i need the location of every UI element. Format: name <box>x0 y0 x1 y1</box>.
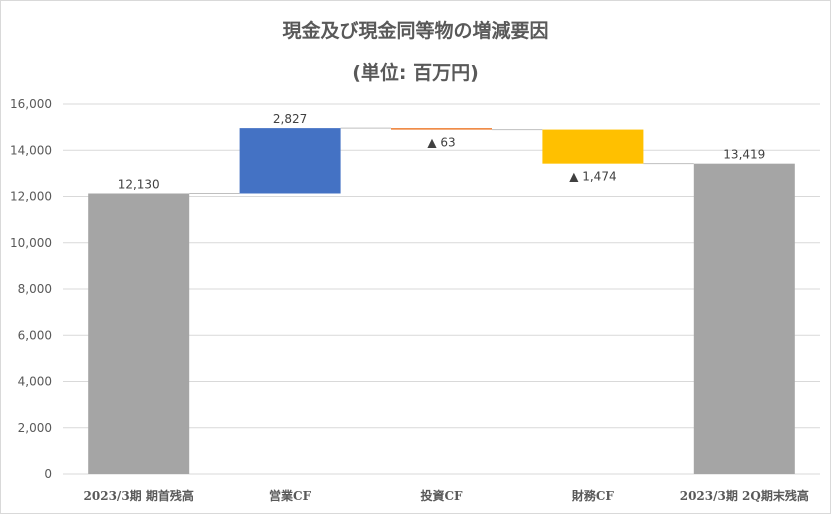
x-category-label: 投資CF <box>420 488 463 503</box>
bar <box>391 128 492 130</box>
y-tick-label: 0 <box>44 467 52 481</box>
x-category-label: 営業CF <box>269 488 312 503</box>
bar <box>693 163 795 475</box>
y-tick-label: 2,000 <box>18 421 52 435</box>
chart-title: 現金及び現金同等物の増減要因 <box>282 20 549 42</box>
chart-subtitle: (単位: 百万円) <box>352 62 479 84</box>
data-label: ▲ 63 <box>427 136 455 150</box>
x-category-label: 財務CF <box>571 488 615 503</box>
data-label: 12,130 <box>118 177 160 191</box>
bar <box>88 193 190 474</box>
y-tick-label: 16,000 <box>10 97 52 111</box>
y-tick-label: 12,000 <box>10 190 52 204</box>
y-tick-label: 10,000 <box>10 236 52 250</box>
bar <box>542 129 644 164</box>
y-tick-label: 4,000 <box>18 375 52 389</box>
data-label: 2,827 <box>273 112 307 126</box>
bar <box>239 128 341 194</box>
y-tick-label: 6,000 <box>18 328 52 342</box>
x-category-label: 2023/3期 期首残高 <box>84 488 194 503</box>
y-tick-label: 8,000 <box>18 282 52 296</box>
y-tick-label: 14,000 <box>10 143 52 157</box>
x-category-label: 2023/3期 2Q期末残高 <box>680 488 809 503</box>
data-label: 13,419 <box>723 148 765 162</box>
data-label: ▲ 1,474 <box>569 170 616 184</box>
